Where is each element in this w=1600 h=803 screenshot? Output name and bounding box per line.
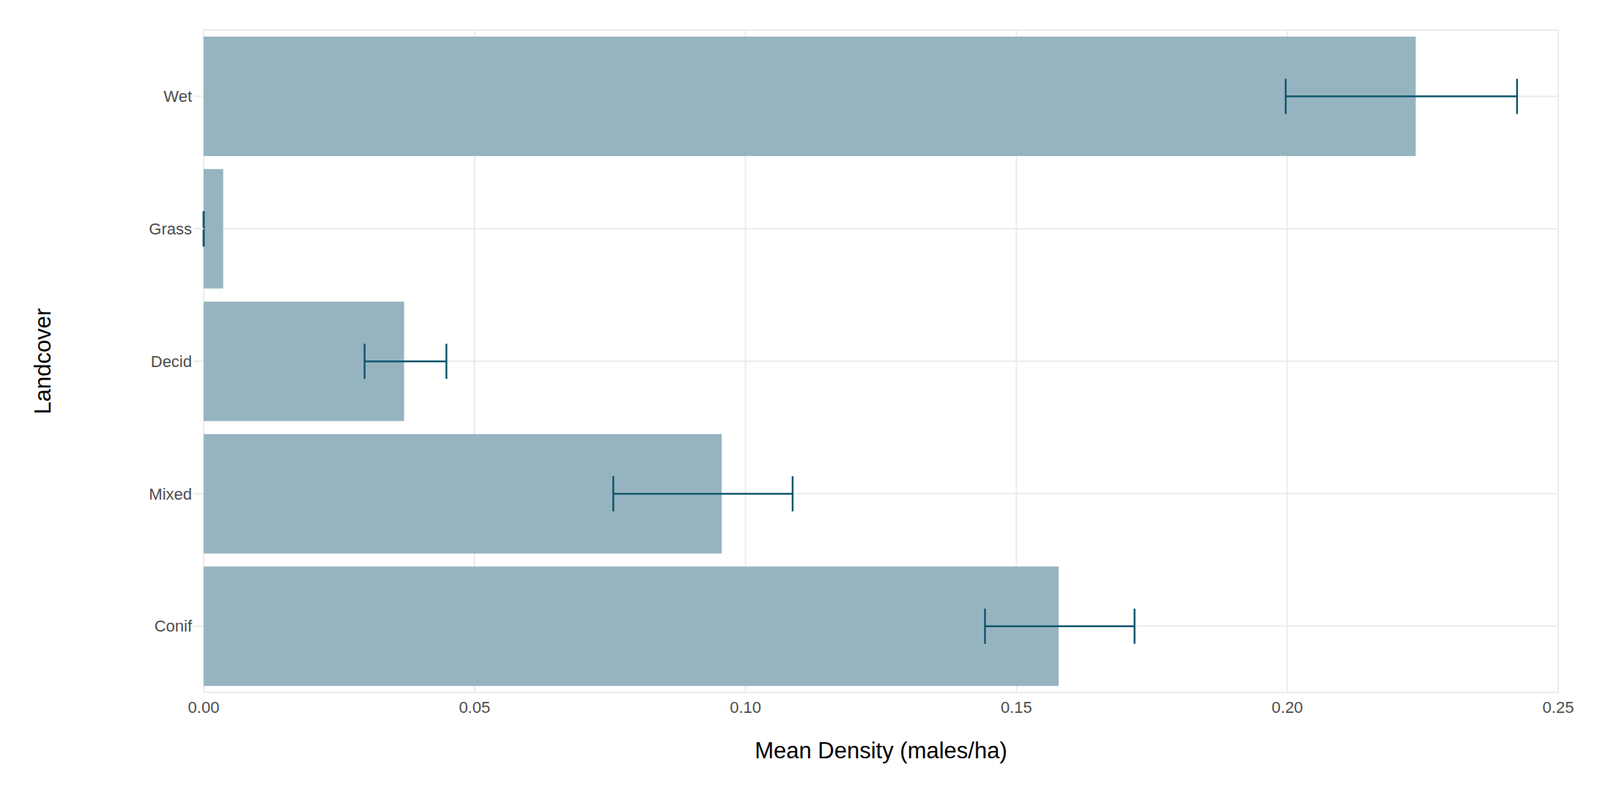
svg-text:Landcover: Landcover: [30, 308, 56, 415]
svg-text:0.25: 0.25: [1542, 698, 1575, 717]
svg-text:0.05: 0.05: [458, 698, 491, 717]
svg-text:0.20: 0.20: [1271, 698, 1304, 717]
svg-text:Decid: Decid: [150, 352, 192, 371]
svg-text:0.10: 0.10: [729, 698, 762, 717]
svg-text:0.15: 0.15: [1000, 698, 1033, 717]
svg-text:Mean Density (males/ha): Mean Density (males/ha): [754, 737, 1008, 764]
svg-text:0.00: 0.00: [188, 698, 220, 717]
svg-text:Grass: Grass: [148, 219, 192, 239]
svg-text:Wet: Wet: [163, 87, 192, 106]
svg-text:Mixed: Mixed: [148, 484, 192, 504]
svg-text:Conif: Conif: [154, 616, 193, 636]
